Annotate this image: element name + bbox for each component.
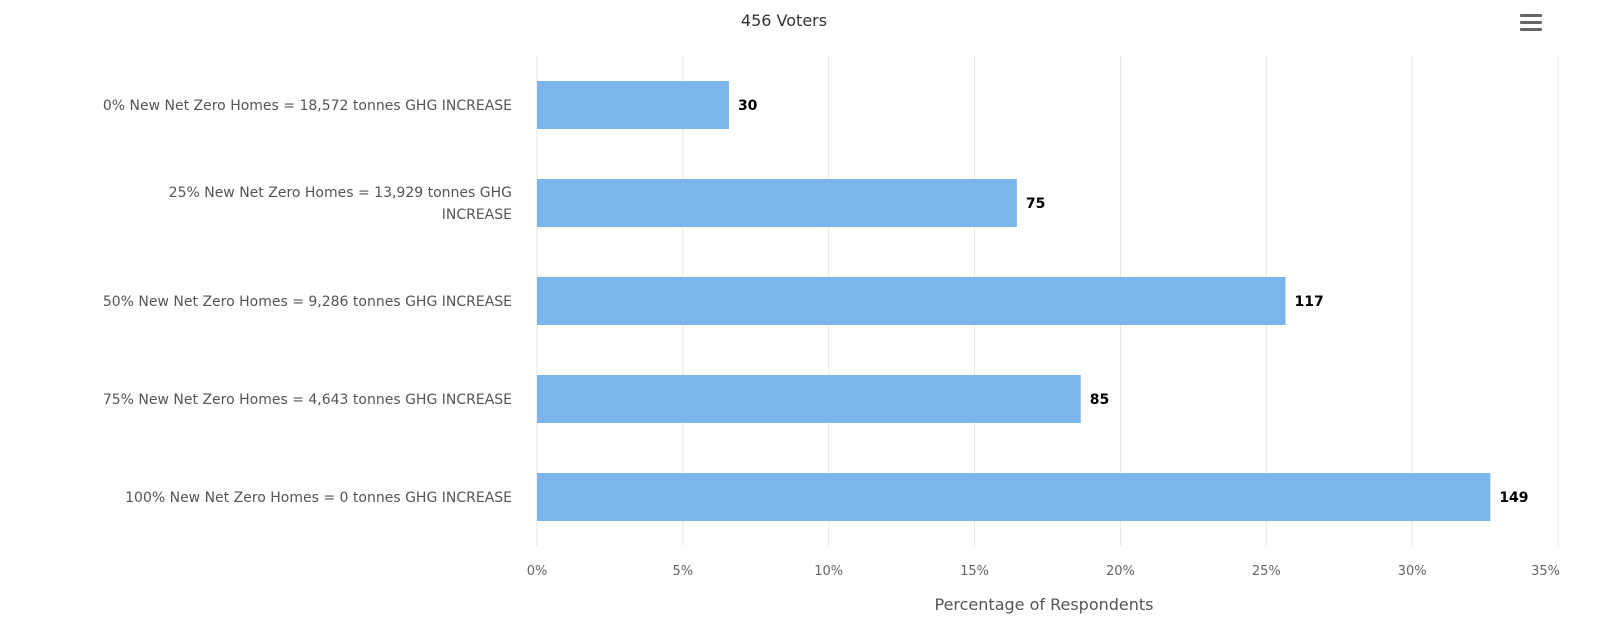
bar[interactable] <box>537 277 1286 325</box>
x-tick-labels: 0% 5% 10% 15% 20% 25% 30% 35% <box>527 564 1560 579</box>
chart-title: 456 Voters <box>741 11 827 30</box>
category-label: 0% New Net Zero Homes = 18,572 tonnes GH… <box>103 98 512 114</box>
category-label: 50% New Net Zero Homes = 9,286 tonnes GH… <box>103 294 512 310</box>
data-label: 30 <box>738 98 758 114</box>
category-label: 75% New Net Zero Homes = 4,643 tonnes GH… <box>103 392 512 408</box>
x-tick-label: 10% <box>814 564 843 579</box>
category-labels: 0% New Net Zero Homes = 18,572 tonnes GH… <box>103 98 512 506</box>
x-tick-label: 5% <box>673 564 694 579</box>
x-tick-label: 20% <box>1106 564 1135 579</box>
x-tick-label: 35% <box>1531 564 1560 579</box>
category-label: INCREASE <box>442 207 512 223</box>
data-labels: 30 75 117 85 149 <box>738 98 1529 506</box>
x-tick-label: 15% <box>960 564 989 579</box>
data-label: 85 <box>1090 392 1109 408</box>
bars <box>537 81 1491 521</box>
bar[interactable] <box>537 473 1491 521</box>
x-tick-label: 30% <box>1398 564 1427 579</box>
data-label: 149 <box>1499 490 1528 506</box>
data-label: 75 <box>1026 196 1045 212</box>
x-tick-label: 25% <box>1252 564 1281 579</box>
bar[interactable] <box>537 375 1081 423</box>
hamburger-menu-icon[interactable] <box>1516 8 1546 38</box>
bar[interactable] <box>537 179 1017 227</box>
x-tick-label: 0% <box>527 564 548 579</box>
category-label: 25% New Net Zero Homes = 13,929 tonnes G… <box>169 185 512 201</box>
data-label: 117 <box>1295 294 1324 310</box>
category-label: 100% New Net Zero Homes = 0 tonnes GHG I… <box>125 490 512 506</box>
x-axis-label: Percentage of Respondents <box>934 595 1153 614</box>
bar[interactable] <box>537 81 729 129</box>
